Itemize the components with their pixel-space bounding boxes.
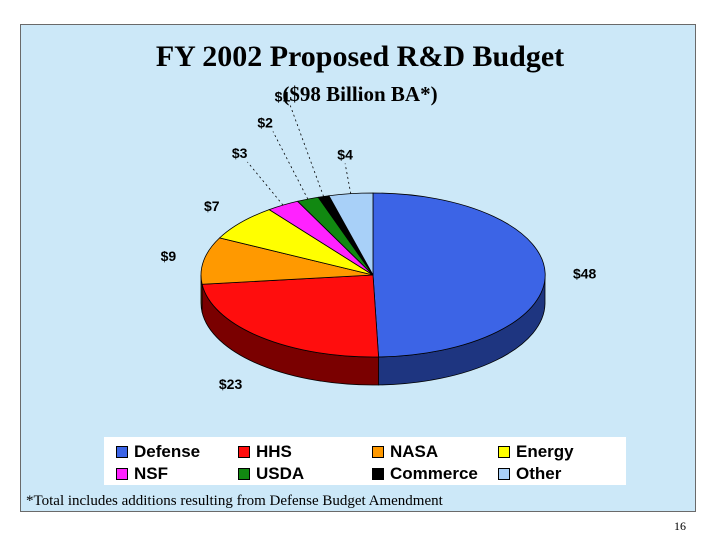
- legend-swatch-nasa: [372, 446, 384, 458]
- legend-label-other: Other: [516, 464, 562, 483]
- leader-line-nsf: [247, 161, 284, 206]
- data-label-energy: $7: [204, 198, 220, 214]
- legend-swatch-defense: [116, 446, 128, 458]
- legend-item-other: Other: [498, 463, 618, 485]
- data-label-nasa: $9: [161, 248, 177, 264]
- legend-swatch-nsf: [116, 468, 128, 480]
- pie-slice-defense: [372, 192, 546, 358]
- pie-slice-other: [328, 192, 374, 277]
- data-label-usda: $2: [257, 114, 273, 130]
- legend-item-defense: Defense: [116, 441, 238, 463]
- leader-line-usda: [272, 131, 309, 200]
- pie-slice-hhs: [201, 274, 379, 358]
- legend-label-energy: Energy: [516, 442, 574, 461]
- legend-label-commerce: Commerce: [390, 464, 478, 483]
- data-label-defense: $48: [573, 265, 597, 281]
- chart-title: FY 2002 Proposed R&D Budget: [155, 40, 565, 73]
- legend-swatch-other: [498, 468, 510, 480]
- footnote: *Total includes additions resulting from…: [26, 493, 443, 509]
- legend-label-nasa: NASA: [390, 442, 439, 461]
- legend-swatch-hhs: [238, 446, 250, 458]
- legend-label-usda: USDA: [256, 464, 305, 483]
- legend-swatch-energy: [498, 446, 510, 458]
- page-number: 16: [674, 519, 686, 533]
- legend-swatch-usda: [238, 468, 250, 480]
- legend-item-hhs: HHS: [238, 441, 372, 463]
- pie-slice-nasa: [200, 237, 374, 285]
- data-label-other: $4: [337, 146, 353, 162]
- chart-subtitle: ($98 Billion BA*): [282, 82, 438, 106]
- legend-label-defense: Defense: [134, 442, 201, 461]
- data-label-hhs: $23: [219, 376, 243, 392]
- legend-item-nasa: NASA: [372, 441, 498, 463]
- leader-line-commerce: [289, 105, 324, 197]
- data-label-commerce: $1: [275, 88, 291, 104]
- legend-item-nsf: NSF: [116, 463, 238, 485]
- chart-legend: Defense HHS NASA Energy NSF USDA Commerce Other: [104, 437, 626, 485]
- legend-item-energy: Energy: [498, 441, 618, 463]
- legend-item-usda: USDA: [238, 463, 372, 485]
- leader-line-other: [344, 163, 352, 194]
- legend-label-hhs: HHS: [256, 442, 292, 461]
- data-label-nsf: $3: [232, 145, 248, 161]
- legend-swatch-commerce: [372, 468, 384, 480]
- legend-item-commerce: Commerce: [372, 463, 498, 485]
- legend-label-nsf: NSF: [134, 464, 168, 483]
